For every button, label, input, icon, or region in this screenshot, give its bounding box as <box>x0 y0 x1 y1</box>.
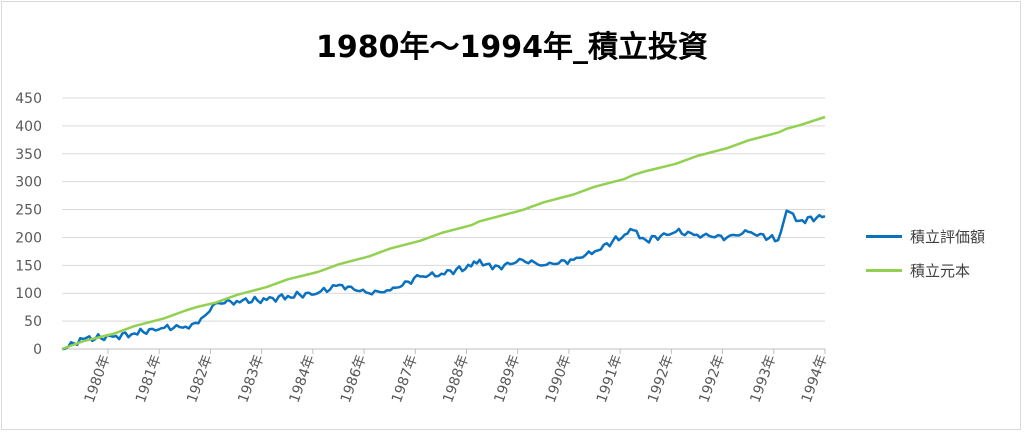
legend-label-principal: 積立元本 <box>910 261 971 280</box>
legend-swatch-valuation <box>866 234 902 238</box>
y-tick-label: 0 <box>33 342 42 358</box>
y-tick-label: 200 <box>15 230 42 246</box>
legend-swatch-principal <box>866 268 902 272</box>
x-tick-label: 1989年 <box>491 353 523 405</box>
x-tick-label: 1994年 <box>799 353 831 405</box>
y-tick-label: 150 <box>15 258 42 274</box>
y-tick-label: 350 <box>15 147 42 163</box>
y-tick-label: 400 <box>15 119 42 135</box>
x-tick-label: 1988年 <box>440 353 472 405</box>
legend-label-valuation: 積立評価額 <box>910 227 986 246</box>
legend: 積立評価額 積立元本 <box>866 226 985 294</box>
y-tick-label: 50 <box>24 314 42 330</box>
y-tick-label: 450 <box>15 91 42 107</box>
x-tick-label: 1987年 <box>389 353 421 405</box>
chart-title: 1980年～1994年_積立投資 <box>316 30 708 65</box>
x-tick-label: 1980年 <box>82 353 114 405</box>
x-tick-label: 1993年 <box>748 353 780 405</box>
y-tick-label: 250 <box>15 203 42 219</box>
series-line-valuation <box>61 209 826 351</box>
x-tick-label: 1990年 <box>543 353 575 405</box>
series-line-principal <box>61 115 826 351</box>
x-tick-label: 1982年 <box>184 353 216 405</box>
x-tick-label: 1992年 <box>645 353 677 405</box>
y-tick-label: 300 <box>15 175 42 191</box>
x-tick-label: 1992年 <box>696 353 728 405</box>
x-tick-label: 1984年 <box>287 353 319 405</box>
x-tick-label: 1983年 <box>235 353 267 405</box>
y-tick-label: 100 <box>15 286 42 302</box>
legend-item-principal: 積立元本 <box>866 260 985 280</box>
x-tick-label: 1991年 <box>594 353 626 405</box>
x-tick-label: 1981年 <box>133 353 165 405</box>
legend-item-valuation: 積立評価額 <box>866 226 985 246</box>
x-tick-label: 1986年 <box>338 353 370 405</box>
